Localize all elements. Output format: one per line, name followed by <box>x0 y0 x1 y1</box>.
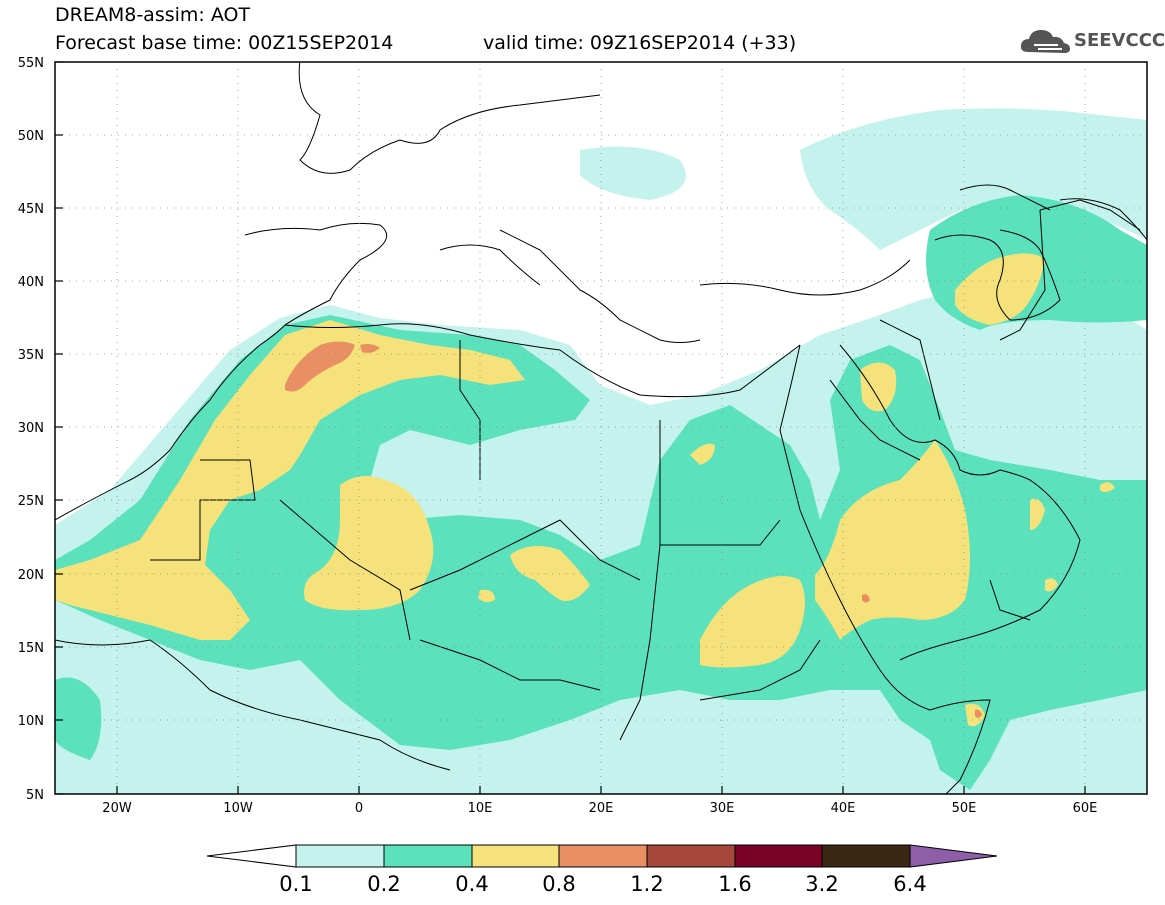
colorbar-swatch <box>471 844 560 868</box>
coastlines <box>55 62 1147 794</box>
lat-label: 15N <box>18 641 44 656</box>
lon-label: 60E <box>1073 801 1098 816</box>
ticks <box>55 61 1086 795</box>
logo-text: SEEVCCC <box>1074 30 1165 51</box>
forecast-base-time: Forecast base time: 00Z15SEP2014 <box>55 32 394 54</box>
colorbar-label: 3.2 <box>805 872 839 896</box>
lat-label: 55N <box>18 56 44 71</box>
colorbar-low-arrow <box>206 844 297 868</box>
colorbar-swatch <box>821 844 911 868</box>
lon-label: 10W <box>223 801 253 816</box>
lat-label: 30N <box>18 421 44 436</box>
lat-label: 45N <box>18 202 44 217</box>
valid-time: valid time: 09Z16SEP2014 (+33) <box>483 32 797 54</box>
map-title: DREAM8-assim: AOT <box>55 4 251 26</box>
colorbar-label: 0.8 <box>542 872 576 896</box>
aot-field <box>55 62 1147 794</box>
lon-label: 40E <box>831 801 856 816</box>
lat-label: 5N <box>26 788 44 803</box>
colorbar-label: 0.2 <box>367 872 401 896</box>
colorbar-label: 0.1 <box>279 872 313 896</box>
colorbar <box>206 844 998 868</box>
lon-labels: 20W 10W 0 10E 20E 30E 40E 50E 60E <box>102 801 1097 816</box>
lat-label: 40N <box>18 275 44 290</box>
colorbar-label: 1.2 <box>630 872 664 896</box>
lat-label: 50N <box>18 129 44 144</box>
lat-label: 25N <box>18 494 44 509</box>
aot-level-0.8 <box>285 341 982 718</box>
colorbar-high-arrow <box>909 844 998 868</box>
lon-label: 50E <box>952 801 977 816</box>
cloud-icon <box>1020 30 1070 53</box>
lon-label: 0 <box>355 801 363 816</box>
lat-label: 10N <box>18 714 44 729</box>
lon-label: 20W <box>102 801 132 816</box>
colorbar-swatch <box>295 844 385 868</box>
colorbar-label: 6.4 <box>893 872 927 896</box>
lon-label: 10E <box>468 801 493 816</box>
lat-label: 35N <box>18 348 44 363</box>
seevccc-logo: SEEVCCC <box>1018 24 1165 58</box>
colorbar-swatch <box>734 844 823 868</box>
lon-label: 20E <box>589 801 614 816</box>
colorbar-swatch <box>646 844 736 868</box>
lon-label: 30E <box>710 801 735 816</box>
lat-label: 20N <box>18 568 44 583</box>
colorbar-swatch <box>558 844 648 868</box>
graticule <box>55 62 1147 794</box>
colorbar-label: 1.6 <box>718 872 752 896</box>
colorbar-label: 0.4 <box>455 872 489 896</box>
lat-labels: 55N 50N 45N 40N 35N 30N 25N 20N 15N 10N … <box>18 56 44 803</box>
colorbar-swatch <box>383 844 473 868</box>
